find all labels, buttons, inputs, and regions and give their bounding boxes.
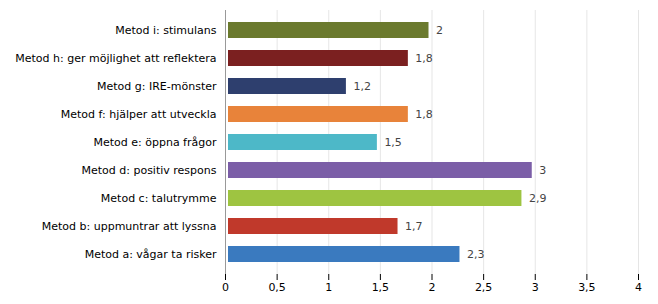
svg-text:2,3: 2,3 [467,248,485,261]
svg-text:4: 4 [635,281,642,294]
svg-text:1,7: 1,7 [405,220,423,233]
svg-text:Metod g: IRE-mönster: Metod g: IRE-mönster [97,80,217,93]
svg-text:Metod i: stimulans: Metod i: stimulans [115,24,217,37]
svg-text:1,5: 1,5 [372,281,390,294]
svg-text:2: 2 [436,24,443,37]
svg-text:Metod a: vågar ta risker: Metod a: vågar ta risker [85,248,217,261]
svg-text:3: 3 [532,281,539,294]
svg-text:2,5: 2,5 [475,281,493,294]
svg-text:Metod c: talutrymme: Metod c: talutrymme [101,192,217,205]
svg-text:2,9: 2,9 [529,192,547,205]
svg-text:0: 0 [222,281,229,294]
svg-text:Metod e: öppna frågor: Metod e: öppna frågor [93,136,217,149]
svg-text:1,8: 1,8 [415,52,433,65]
svg-text:1,8: 1,8 [415,108,433,121]
svg-text:1,2: 1,2 [353,80,371,93]
svg-text:1: 1 [325,281,332,294]
svg-text:0,5: 0,5 [268,281,286,294]
svg-text:Metod b: uppmuntrar att lyssna: Metod b: uppmuntrar att lyssna [42,220,217,233]
svg-text:Metod f: hjälper att utveckla: Metod f: hjälper att utveckla [61,108,217,121]
svg-text:3: 3 [539,164,546,177]
svg-text:1,5: 1,5 [384,136,402,149]
svg-text:2: 2 [429,281,436,294]
svg-text:Metod d: positiv respons: Metod d: positiv respons [81,164,216,177]
svg-text:3,5: 3,5 [578,281,596,294]
svg-text:Metod h: ger möjlighet att ref: Metod h: ger möjlighet att reflektera [15,52,216,65]
